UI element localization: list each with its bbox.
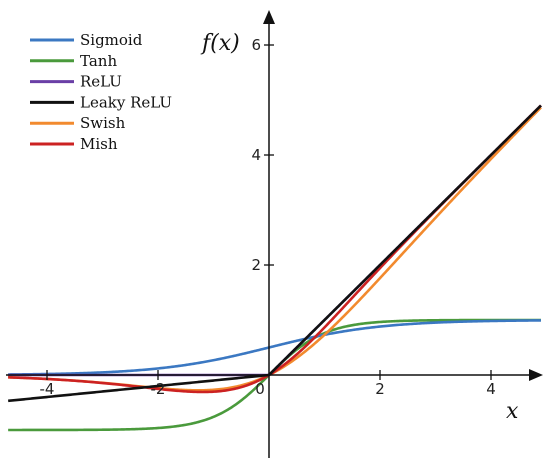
legend-label-swish: Swish — [80, 114, 126, 132]
y-tick-label: 2 — [251, 256, 261, 274]
series-line-sigmoid — [8, 319, 541, 376]
ticks-layer: -4 -2 0 2 4 2 4 6 — [40, 36, 496, 398]
legend-label-mish: Mish — [80, 135, 118, 153]
y-tick-label: 4 — [251, 146, 261, 164]
x-axis-title: x — [506, 399, 519, 424]
legend-label-relu: ReLU — [80, 73, 122, 91]
y-axis-arrowhead — [263, 10, 275, 24]
y-axis-title: f(x) — [200, 31, 240, 56]
legend-label-leaky-relu: Leaky ReLU — [80, 93, 172, 111]
curves-layer — [8, 104, 542, 432]
x-tick-label: -2 — [151, 380, 166, 398]
legend-label-sigmoid: Sigmoid — [80, 31, 143, 49]
axes-layer — [6, 10, 543, 458]
x-tick-label: -4 — [40, 380, 55, 398]
legend: Sigmoid Tanh ReLU Leaky ReLU Swish Mish — [30, 31, 172, 153]
series-line-leaky-relu — [8, 104, 542, 403]
x-tick-label: 4 — [486, 380, 496, 398]
x-tick-label: 2 — [375, 380, 385, 398]
x-tick-label: 0 — [255, 380, 265, 398]
y-tick-label: 6 — [251, 36, 261, 54]
legend-label-tanh: Tanh — [80, 52, 117, 70]
x-axis-arrowhead — [529, 369, 543, 381]
